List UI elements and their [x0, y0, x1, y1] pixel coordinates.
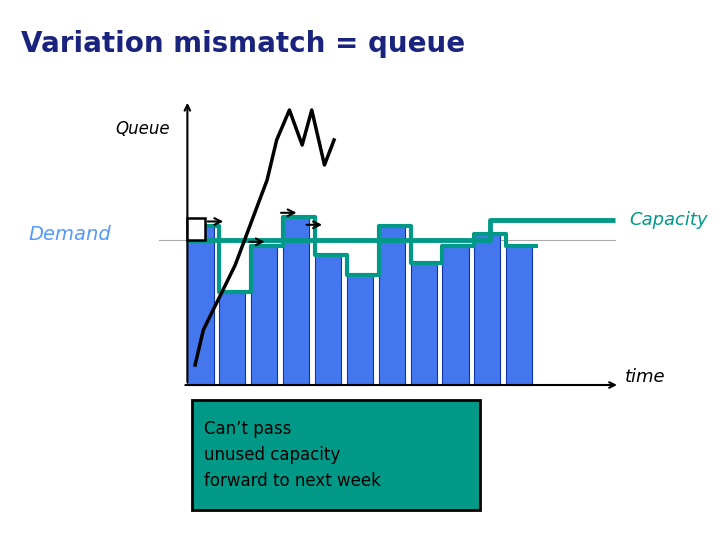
- Text: Capacity: Capacity: [629, 211, 708, 229]
- Bar: [187, 226, 214, 385]
- Bar: [347, 275, 373, 385]
- Bar: [379, 226, 405, 385]
- Bar: [506, 246, 532, 385]
- Text: Variation mismatch = queue: Variation mismatch = queue: [21, 30, 465, 58]
- Text: Queue: Queue: [115, 120, 170, 138]
- Bar: [474, 234, 500, 385]
- Bar: [315, 254, 341, 385]
- Bar: [283, 217, 309, 385]
- Text: Can’t pass
unused capacity
forward to next week: Can’t pass unused capacity forward to ne…: [204, 420, 381, 490]
- Bar: [443, 246, 469, 385]
- Bar: [220, 292, 246, 385]
- Bar: [192, 400, 480, 510]
- Bar: [251, 246, 277, 385]
- Text: time: time: [625, 368, 665, 386]
- Bar: [410, 263, 437, 385]
- Text: Demand: Demand: [29, 226, 112, 245]
- Bar: [187, 218, 204, 240]
